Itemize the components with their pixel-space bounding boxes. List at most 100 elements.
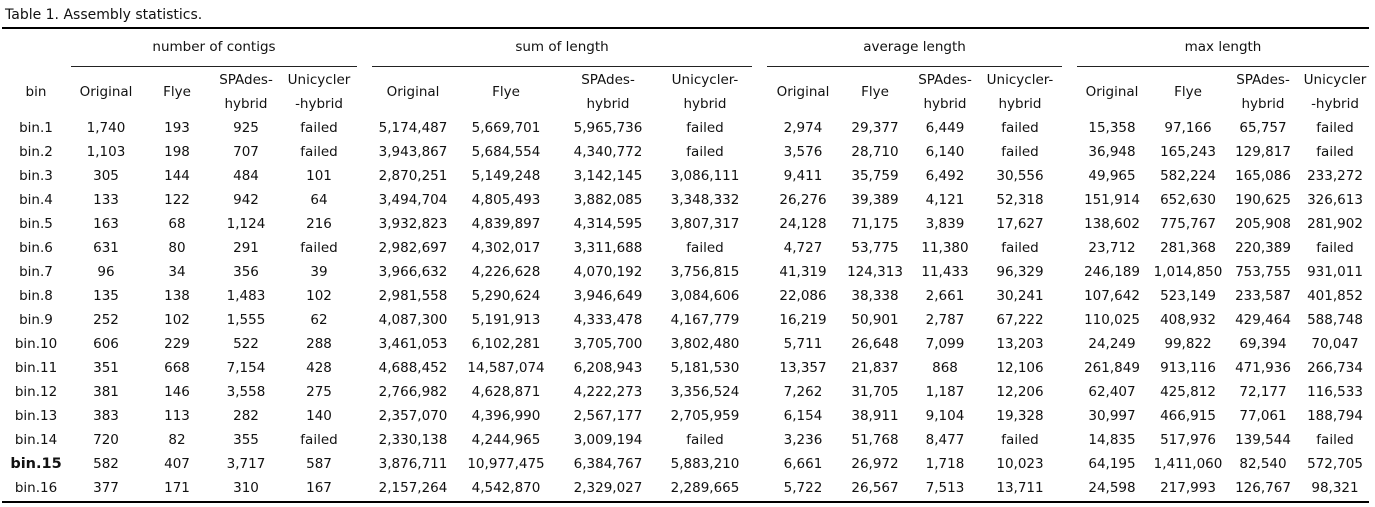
table-cell: 12,106 [996,360,1044,376]
table-cell: 140 [306,408,332,424]
column-header-line2: hybrid [224,96,268,112]
table-cell: 4,839,897 [471,216,541,232]
table-cell: 305 [93,168,119,184]
table-cell: 6,208,943 [573,360,643,376]
table-cell: 3,356,524 [670,384,740,400]
table-cell: 64,195 [1088,456,1136,472]
bin-label: bin.9 [19,312,53,328]
table-cell: 587 [306,456,332,472]
table-cell: failed [300,240,338,256]
table-cell: 3,009,194 [573,432,643,448]
table-cell: 26,567 [851,480,899,496]
table-cell: 122 [164,192,190,208]
table-cell: 5,722 [783,480,823,496]
table-cell: 3,705,700 [573,336,643,352]
table-cell: 6,661 [783,456,823,472]
table-cell: 281,368 [1160,240,1216,256]
table-cell: 282 [233,408,259,424]
table-cell: 351 [93,360,119,376]
table-cell: 116,533 [1307,384,1363,400]
table-cell: 10,023 [996,456,1044,472]
table-cell: 5,174,487 [378,120,448,136]
table-cell: 522 [233,336,259,352]
table-cell: 4,688,452 [378,360,448,376]
table-cell: 26,648 [851,336,899,352]
table-cell: 775,767 [1160,216,1216,232]
table-cell: 266,734 [1307,360,1363,376]
table-cell: 138,602 [1084,216,1140,232]
table-cell: 3,807,317 [670,216,740,232]
table-cell: 51,768 [851,432,899,448]
table-cell: 6,102,281 [471,336,541,352]
table-cell: 1,187 [925,384,965,400]
table-cell: 291 [233,240,259,256]
column-header-line1: SPAdes- [581,72,635,88]
table-cell: 1,740 [86,120,126,136]
table-cell: 30,556 [996,168,1044,184]
table-cell: 4,244,965 [471,432,541,448]
table-cell: 171 [164,480,190,496]
table-cell: 2,974 [783,120,823,136]
table-cell: 9,104 [925,408,965,424]
table-cell: 5,290,624 [471,288,541,304]
bin-label: bin.6 [19,240,53,256]
table-cell: 3,142,145 [573,168,643,184]
table-cell: 69,394 [1239,336,1287,352]
table-cell: 68 [168,216,186,232]
table-cell: 572,705 [1307,456,1363,472]
table-cell: 2,981,558 [378,288,448,304]
column-header-line2: hybrid [1241,96,1285,112]
table-cell: 6,384,767 [573,456,643,472]
table-cell: 24,249 [1088,336,1136,352]
column-header-line1: Unicycler [287,72,351,88]
bin-label: bin.11 [14,360,58,376]
table-cell: 4,070,192 [573,264,643,280]
table-cell: 425,812 [1160,384,1216,400]
table-cell: 229 [164,336,190,352]
table-cell: failed [1316,120,1354,136]
bin-label: bin.16 [14,480,58,496]
table-cell: 401,852 [1307,288,1363,304]
table-cell: 606 [93,336,119,352]
table-cell: 1,103 [86,144,126,160]
table-cell: 98,321 [1311,480,1359,496]
table-cell: failed [1001,120,1039,136]
table-cell: 5,669,701 [471,120,541,136]
table-cell: 65,757 [1239,120,1287,136]
table-cell: 233,272 [1307,168,1363,184]
table-cell: 3,086,111 [670,168,740,184]
table-cell: 3,966,632 [378,264,448,280]
table-cell: 4,396,990 [471,408,541,424]
column-header: Original [1085,84,1139,100]
table-cell: 72,177 [1239,384,1287,400]
table-cell: 4,302,017 [471,240,541,256]
table-cell: 144 [164,168,190,184]
table-cell: 165,243 [1160,144,1216,160]
bin-label: bin.7 [19,264,53,280]
table-cell: 1,124 [226,216,266,232]
table-cell: 101 [306,168,332,184]
table-cell: 13,711 [996,480,1044,496]
bin-label: bin.4 [19,192,53,208]
column-header: Flye [1174,84,1202,100]
table-cell: 28,710 [851,144,899,160]
table-cell: 4,222,273 [573,384,643,400]
table-cell: 82,540 [1239,456,1287,472]
table-cell: 355 [233,432,259,448]
table-cell: 246,189 [1084,264,1140,280]
column-header-line1: SPAdes- [1236,72,1290,88]
table-cell: 52,318 [996,192,1044,208]
table-cell: 167 [306,480,332,496]
table-cell: failed [1001,432,1039,448]
table-cell: 110,025 [1084,312,1140,328]
table-cell: 3,876,711 [378,456,448,472]
bin-label: bin.1 [19,120,53,136]
table-cell: 146 [164,384,190,400]
table-cell: 288 [306,336,332,352]
table-cell: 652,630 [1160,192,1216,208]
group-underline [71,66,357,67]
table-cell: 4,805,493 [471,192,541,208]
table-cell: 14,835 [1088,432,1136,448]
table-cell: 39 [310,264,328,280]
table-cell: 588,748 [1307,312,1363,328]
